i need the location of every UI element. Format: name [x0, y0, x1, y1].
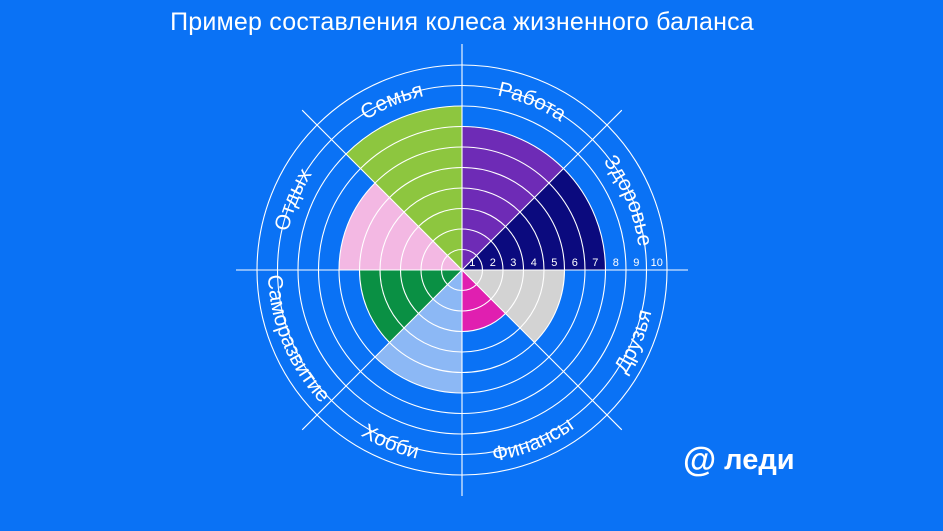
sector-6	[359, 270, 462, 343]
scale-label: 2	[490, 257, 496, 269]
logo-text: леди	[724, 443, 795, 476]
scale-label: 9	[633, 257, 639, 269]
scale-label: 10	[651, 257, 663, 269]
scale-label: 1	[469, 257, 475, 269]
sector-3	[462, 270, 565, 343]
sector-label-text: Здоровье	[599, 151, 656, 248]
sector-label: Здоровье	[599, 151, 656, 248]
divider-line	[461, 269, 623, 431]
sector-1	[462, 126, 564, 270]
sector-label-text: Друзья	[610, 307, 656, 377]
divider-line	[301, 109, 463, 271]
sector-label: Саморазвитие	[263, 274, 335, 407]
scale-label: 7	[592, 257, 598, 269]
sector-label: Отдых	[271, 164, 317, 233]
page-title: Пример составления колеса жизненного бал…	[170, 8, 754, 36]
scale-label: 4	[531, 257, 537, 269]
sector-label: Друзья	[610, 307, 656, 377]
sector-label: Финансы	[490, 413, 577, 466]
sector-2	[462, 168, 606, 270]
divider-line	[301, 269, 463, 431]
scale-label: 5	[551, 257, 557, 269]
sector-label-text: Саморазвитие	[263, 274, 335, 407]
sector-7	[339, 183, 462, 270]
scale-label: 6	[572, 257, 578, 269]
sector-label: Работа	[496, 78, 571, 126]
sector-label-text: Финансы	[490, 413, 577, 466]
brand-logo: @ леди	[683, 443, 795, 477]
sector-label-text: Отдых	[271, 164, 317, 233]
sector-8	[346, 106, 462, 270]
sector-5	[375, 270, 462, 393]
sector-label-text: Работа	[496, 78, 571, 126]
at-icon: @	[683, 441, 717, 479]
scale-label: 3	[510, 257, 516, 269]
scale-label: 8	[613, 257, 619, 269]
sector-4	[462, 270, 506, 332]
divider-line	[461, 109, 623, 271]
